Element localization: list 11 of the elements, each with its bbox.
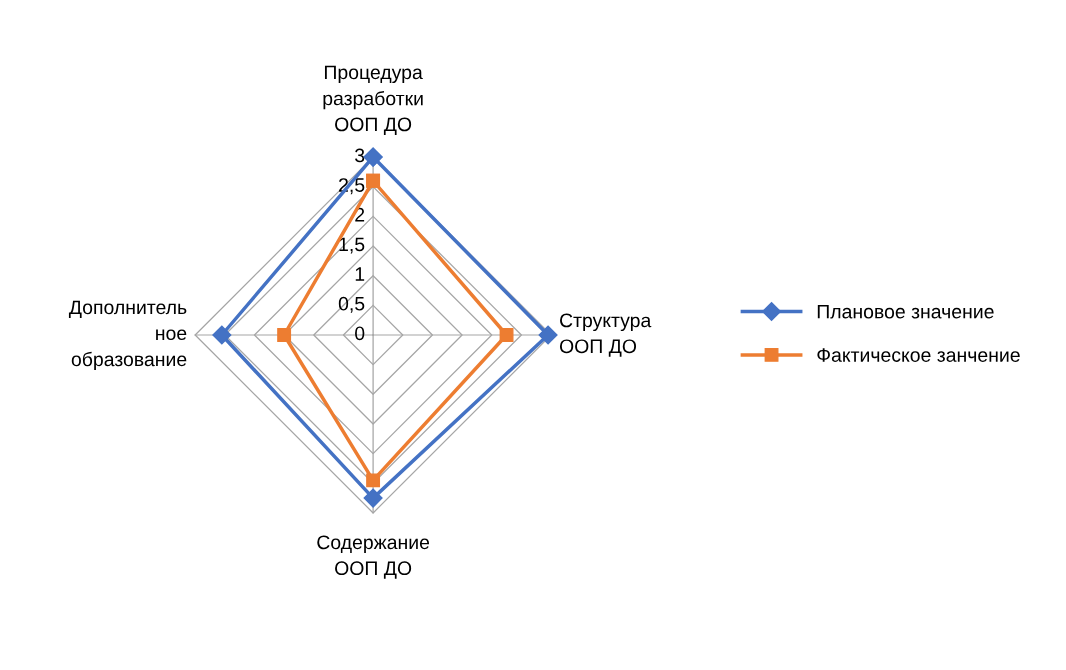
spoke-label: Процедура разработки ООП ДО — [323, 65, 423, 135]
spoke-label: Структура ООП ДО — [559, 313, 652, 357]
y-tick-label: 3 — [355, 148, 365, 163]
spoke-label: Дополнитель ное образование — [68, 300, 187, 371]
spoke-label: Содержание ООП ДО — [317, 535, 430, 579]
legend-label: Фактическое занчение — [817, 348, 1020, 362]
y-tick-label: 0,5 — [338, 296, 365, 313]
y-tick-label: 0 — [355, 326, 365, 341]
legend-label: Плановое значение — [817, 304, 994, 319]
y-tick-label: 1 — [355, 267, 365, 281]
y-tick-label: 1,5 — [339, 237, 365, 254]
